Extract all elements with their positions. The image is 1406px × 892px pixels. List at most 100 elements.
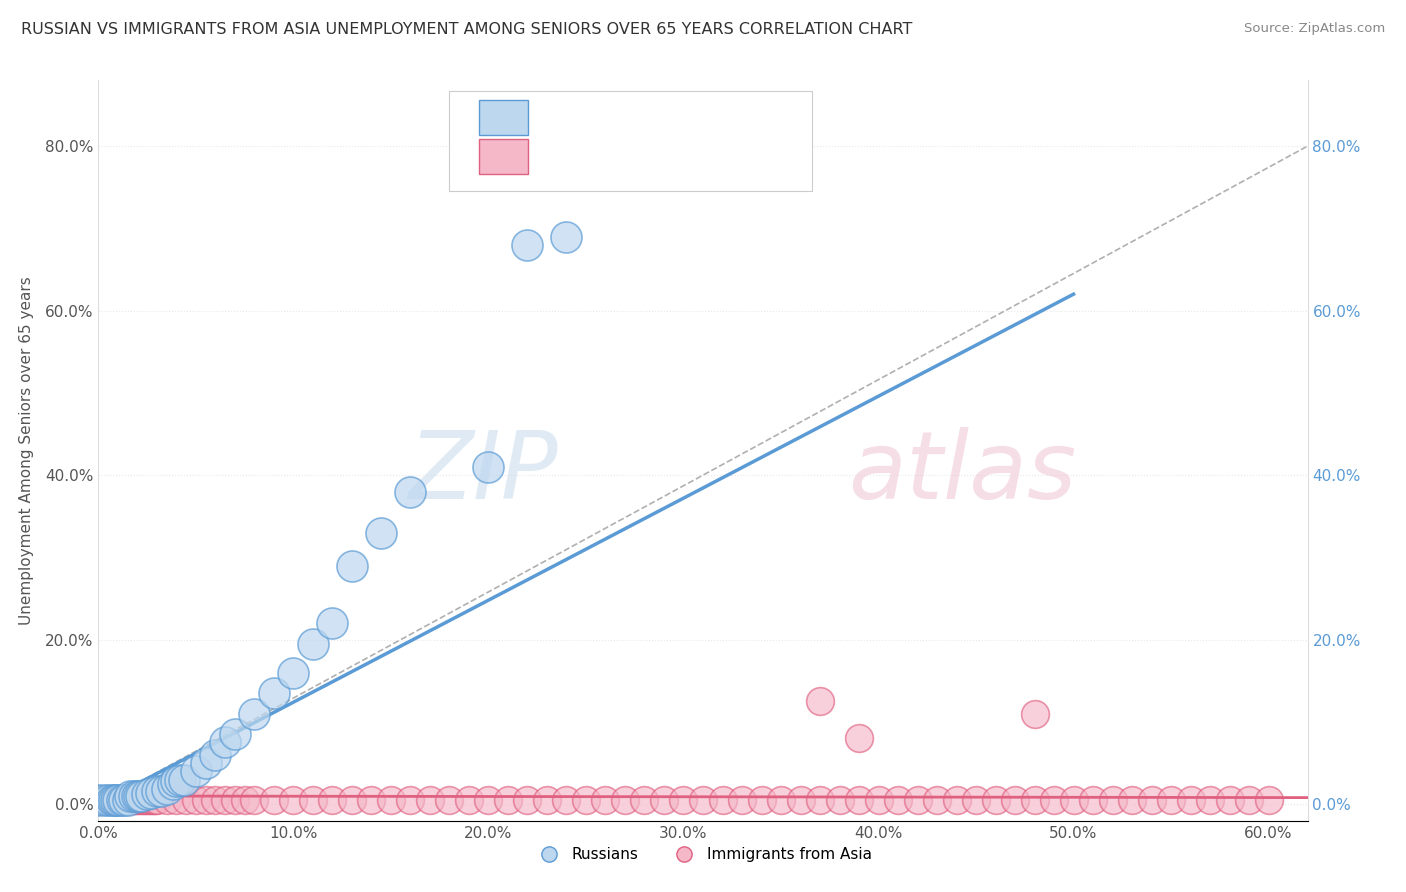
Point xyxy=(399,793,422,807)
Point xyxy=(224,793,246,807)
Point xyxy=(173,772,195,787)
Point xyxy=(104,793,127,807)
Point xyxy=(194,756,217,770)
Point xyxy=(87,793,110,807)
Point xyxy=(692,793,714,807)
Point xyxy=(516,237,538,252)
Point xyxy=(399,484,422,499)
Point xyxy=(769,793,792,807)
FancyBboxPatch shape xyxy=(479,100,527,135)
Point xyxy=(925,793,948,807)
Point xyxy=(751,793,773,807)
Text: atlas: atlas xyxy=(848,427,1077,518)
Point xyxy=(595,793,617,807)
Point xyxy=(321,616,343,631)
Point xyxy=(121,793,143,807)
Point xyxy=(174,793,197,807)
Point xyxy=(340,558,363,573)
FancyBboxPatch shape xyxy=(479,139,527,174)
Point xyxy=(96,793,118,807)
Point xyxy=(108,793,131,807)
Point xyxy=(122,789,145,803)
Point xyxy=(136,793,159,807)
Point xyxy=(149,784,172,798)
Point xyxy=(117,793,139,807)
Point xyxy=(496,793,519,807)
Point xyxy=(89,793,111,807)
Point xyxy=(263,686,285,700)
Point xyxy=(162,776,184,791)
Point xyxy=(477,459,499,474)
Point xyxy=(808,793,831,807)
Point xyxy=(103,793,125,807)
Point xyxy=(91,793,114,807)
Point xyxy=(477,793,499,807)
Point xyxy=(111,793,134,807)
Point xyxy=(118,793,141,807)
Point xyxy=(1004,793,1026,807)
Point xyxy=(138,793,160,807)
Point xyxy=(1024,706,1046,721)
Point xyxy=(1081,793,1104,807)
Point xyxy=(131,793,153,807)
Point xyxy=(1160,793,1182,807)
Point xyxy=(828,793,851,807)
Point xyxy=(165,774,187,789)
Point xyxy=(122,793,145,807)
Text: Source: ZipAtlas.com: Source: ZipAtlas.com xyxy=(1244,22,1385,36)
Point xyxy=(104,793,127,807)
Point xyxy=(136,787,159,801)
Point xyxy=(1063,793,1085,807)
Point xyxy=(263,793,285,807)
Point xyxy=(111,793,134,807)
Point xyxy=(516,793,538,807)
Point xyxy=(458,793,481,807)
Point xyxy=(101,793,124,807)
Point xyxy=(124,793,146,807)
Text: N =: N = xyxy=(690,110,720,125)
Point xyxy=(243,706,266,721)
Point xyxy=(139,793,162,807)
Point xyxy=(143,793,166,807)
Point xyxy=(97,793,120,807)
Point xyxy=(98,793,121,807)
Point xyxy=(302,637,325,651)
Point xyxy=(711,793,734,807)
Point xyxy=(139,786,162,800)
Point xyxy=(1237,793,1260,807)
Point xyxy=(848,793,870,807)
Point xyxy=(156,793,179,807)
Point xyxy=(184,793,207,807)
FancyBboxPatch shape xyxy=(449,91,811,191)
Text: 40: 40 xyxy=(751,110,773,125)
Point xyxy=(134,793,156,807)
Text: RUSSIAN VS IMMIGRANTS FROM ASIA UNEMPLOYMENT AMONG SENIORS OVER 65 YEARS CORRELA: RUSSIAN VS IMMIGRANTS FROM ASIA UNEMPLOY… xyxy=(21,22,912,37)
Point xyxy=(887,793,910,807)
Point xyxy=(1101,793,1123,807)
Point xyxy=(283,665,305,680)
Point xyxy=(128,789,150,803)
Point xyxy=(112,793,135,807)
Point xyxy=(131,789,153,803)
Point xyxy=(1024,793,1046,807)
Point xyxy=(907,793,929,807)
Point xyxy=(118,789,141,803)
Point xyxy=(204,793,226,807)
Point xyxy=(156,782,179,797)
Point xyxy=(1140,793,1163,807)
Y-axis label: Unemployment Among Seniors over 65 years: Unemployment Among Seniors over 65 years xyxy=(18,277,34,624)
Point xyxy=(204,747,226,762)
Point xyxy=(868,793,890,807)
Point xyxy=(370,525,392,540)
Point xyxy=(575,793,598,807)
Point xyxy=(146,784,169,798)
Point xyxy=(101,793,124,807)
Point xyxy=(380,793,402,807)
Point xyxy=(107,793,129,807)
Point xyxy=(731,793,754,807)
Point xyxy=(194,793,217,807)
Point xyxy=(169,772,191,787)
Point xyxy=(1121,793,1143,807)
Point xyxy=(1199,793,1222,807)
Point xyxy=(672,793,695,807)
